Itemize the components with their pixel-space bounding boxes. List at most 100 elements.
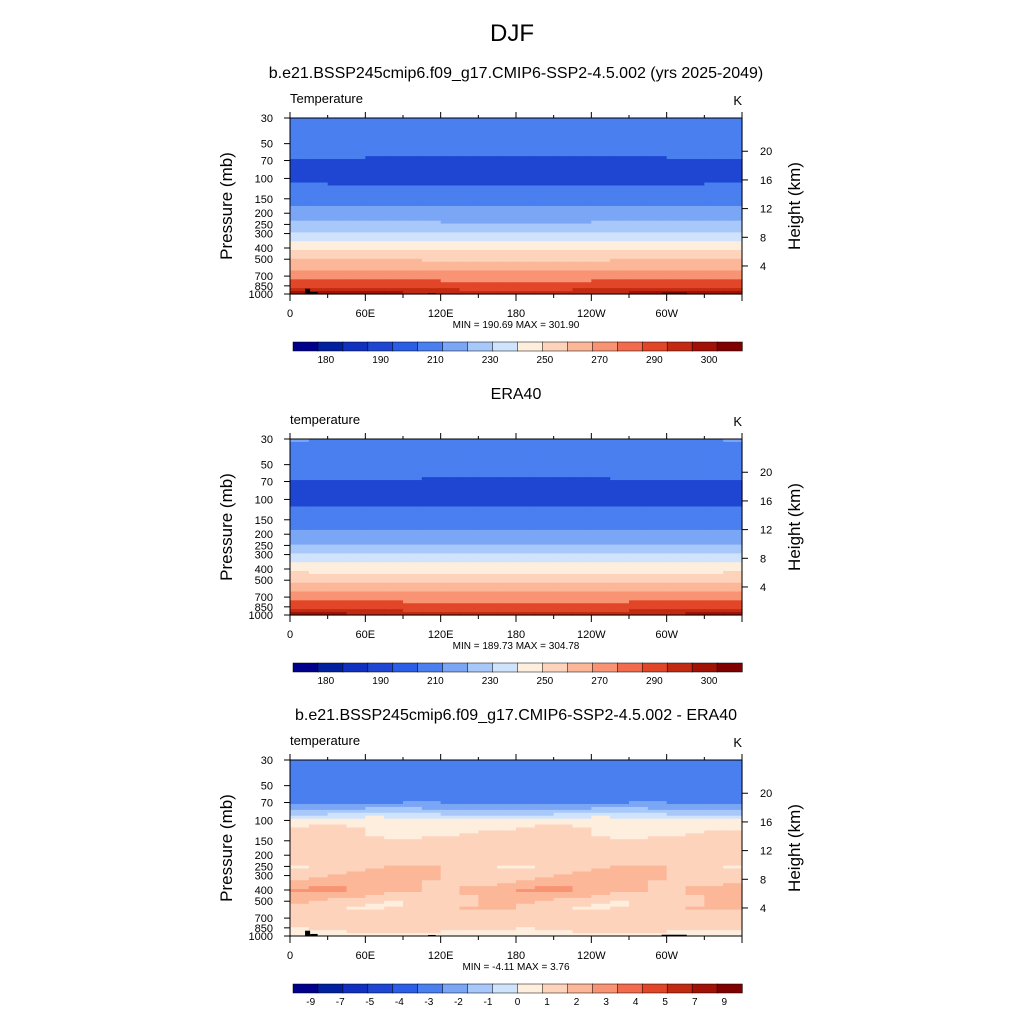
field-cell <box>478 524 498 528</box>
field-cell <box>308 527 329 531</box>
field-cell <box>327 571 348 575</box>
x-tick-label: 120W <box>577 629 606 641</box>
field-cell <box>723 806 743 811</box>
field-cell <box>572 170 592 175</box>
field-cell <box>685 247 705 251</box>
field-cell <box>403 594 423 598</box>
field-cell <box>440 783 461 787</box>
field-cell <box>346 185 366 189</box>
field-cell <box>497 226 517 231</box>
field-cell <box>534 930 555 934</box>
field-cell <box>534 138 555 143</box>
field-cell <box>327 821 348 826</box>
field-cell <box>308 853 329 858</box>
field-cell <box>308 912 329 917</box>
field-cell <box>421 524 442 528</box>
field-cell <box>572 503 592 508</box>
field-cell <box>572 871 592 875</box>
field-cell <box>516 762 536 767</box>
pressure-tick-label: 300 <box>255 229 273 241</box>
colorbar-label: 300 <box>701 676 718 687</box>
field-cell <box>647 883 668 887</box>
field-cell <box>610 279 630 283</box>
field-cell <box>666 441 687 446</box>
field-cell <box>459 921 479 925</box>
field-cell <box>629 188 649 192</box>
field-cell <box>440 833 461 837</box>
field-cell <box>384 603 404 607</box>
field-cell <box>421 491 442 496</box>
field-cell <box>629 217 649 222</box>
field-cell <box>723 579 743 584</box>
colorbar-swatch <box>542 983 569 994</box>
field-cell <box>346 503 366 508</box>
field-cell <box>478 132 498 137</box>
field-cell <box>516 494 536 499</box>
field-cell <box>685 527 705 531</box>
x-tick-label: 60W <box>655 950 678 962</box>
field-cell <box>365 206 385 210</box>
field-cell <box>497 462 517 466</box>
field-cell <box>666 786 687 790</box>
field-cell <box>365 176 385 181</box>
field-cell <box>534 603 555 607</box>
field-cell <box>478 465 498 469</box>
field-cell <box>610 276 630 280</box>
field-cell <box>421 185 442 189</box>
field-cell <box>534 612 555 616</box>
field-cell <box>553 818 574 823</box>
field-cell <box>704 250 724 254</box>
field-cell <box>290 247 310 251</box>
pressure-tick-label: 700 <box>255 271 273 283</box>
field-cell <box>685 897 705 902</box>
field-cell <box>421 453 442 458</box>
field-cell <box>308 291 329 295</box>
field-cell <box>572 135 592 140</box>
field-cell <box>346 597 366 601</box>
field-cell <box>516 821 536 826</box>
field-cell <box>704 144 724 148</box>
field-cell <box>497 535 517 540</box>
field-cell <box>478 538 498 543</box>
field-cell <box>591 138 611 143</box>
field-cell <box>553 535 574 540</box>
field-cell <box>553 889 574 893</box>
field-cell <box>346 859 366 864</box>
field-cell <box>516 771 536 776</box>
field-cell <box>327 833 348 837</box>
field-cell <box>704 247 724 251</box>
colorbar-swatch <box>641 341 668 352</box>
field-cell <box>478 924 498 928</box>
field-cell <box>516 503 536 508</box>
field-cell <box>421 527 442 531</box>
field-cell <box>723 515 743 519</box>
field-cell <box>308 524 329 528</box>
field-cell <box>610 771 630 776</box>
pressure-tick-label: 250 <box>255 540 273 552</box>
field-cell <box>440 556 461 560</box>
field-cell <box>440 141 461 145</box>
field-cell <box>497 827 517 831</box>
field-cell <box>685 182 705 187</box>
field-cell <box>478 500 498 505</box>
field-cell <box>497 439 517 443</box>
field-cell <box>516 524 536 528</box>
field-cell <box>478 261 498 266</box>
field-cell <box>459 912 479 917</box>
field-cell <box>704 506 724 510</box>
field-cell <box>478 468 498 472</box>
colorbar-label: 3 <box>603 997 609 1008</box>
field-cell <box>290 118 310 122</box>
field-cell <box>459 197 479 201</box>
field-cell <box>308 485 329 490</box>
field-cell <box>365 821 385 826</box>
field-cell <box>572 194 592 198</box>
field-cell <box>440 588 461 593</box>
field-cell <box>346 612 366 616</box>
field-cell <box>290 912 310 917</box>
field-cell <box>685 850 705 855</box>
field-cell <box>685 459 705 464</box>
field-cell <box>723 527 743 531</box>
field-cell <box>365 553 385 557</box>
field-cell <box>534 556 555 560</box>
